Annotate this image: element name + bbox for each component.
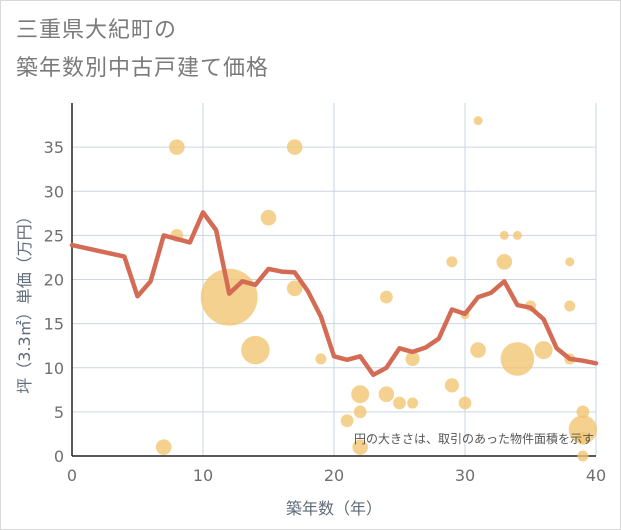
bubble-point xyxy=(577,450,589,462)
bubble-point xyxy=(405,351,420,367)
y-tick-label-35: 35 xyxy=(44,138,64,157)
x-tick-label-40: 40 xyxy=(586,466,606,485)
bubble-point xyxy=(512,230,522,240)
bubble-point xyxy=(286,280,303,297)
y-tick-label-30: 30 xyxy=(44,182,64,201)
bubble-point xyxy=(444,378,460,393)
bubble-point xyxy=(352,439,368,455)
bubble-point xyxy=(407,397,419,409)
y-tick-label-5: 5 xyxy=(54,403,64,422)
bubble-point xyxy=(169,139,185,155)
x-tick-label-20: 20 xyxy=(324,466,344,485)
bubble-point xyxy=(393,396,406,410)
bubble-point xyxy=(286,139,303,155)
bubble-point xyxy=(446,256,458,268)
bubble-point xyxy=(200,268,258,326)
bubble-point xyxy=(576,431,590,445)
trend-layer xyxy=(69,210,599,378)
x-axis-title: 築年数（年） xyxy=(286,499,382,518)
bubble-point xyxy=(499,230,509,240)
bubble-point xyxy=(473,116,483,126)
bubble-point xyxy=(155,439,172,455)
bubble-point xyxy=(260,209,277,226)
bubble-point xyxy=(353,405,367,419)
bubble-point xyxy=(340,414,354,428)
x-tick-label-0: 0 xyxy=(67,466,77,485)
chart-title-line2: 築年数別中古戸建て価格 xyxy=(16,56,270,81)
y-tick-label-0: 0 xyxy=(54,447,64,466)
bubble-point xyxy=(378,386,395,403)
bubble-point xyxy=(380,290,393,304)
y-tick-label-10: 10 xyxy=(44,359,64,378)
bubble-point xyxy=(534,341,553,360)
y-tick-label-25: 25 xyxy=(44,226,64,245)
tick-labels: 0 5 10 15 20 25 30 35 0 10 20 30 40 xyxy=(44,138,607,485)
bubble-point xyxy=(500,342,535,376)
y-tick-label-15: 15 xyxy=(44,315,64,334)
bubble-point xyxy=(470,342,486,358)
y-tick-label-20: 20 xyxy=(44,271,64,290)
average-price-line xyxy=(69,210,599,378)
bubble-point xyxy=(564,300,576,312)
bubble-point xyxy=(576,405,590,419)
bubble-point xyxy=(496,254,513,270)
chart-title-line1: 三重県大紀町の xyxy=(16,18,178,43)
bubbles-layer xyxy=(155,116,598,462)
bubble-point xyxy=(351,385,370,404)
y-axis-title: 坪（3.3㎡）単価（万円） xyxy=(15,208,34,393)
bubble-point xyxy=(565,257,575,267)
bubble-point xyxy=(458,396,472,410)
bubble-size-note: 円の大きさは、取引のあった物件面積を示す xyxy=(354,431,594,446)
x-tick-label-10: 10 xyxy=(193,466,213,485)
x-tick-label-30: 30 xyxy=(455,466,475,485)
bubble-point xyxy=(315,353,327,365)
bubble-point xyxy=(241,335,270,365)
bubble-point xyxy=(568,415,598,444)
